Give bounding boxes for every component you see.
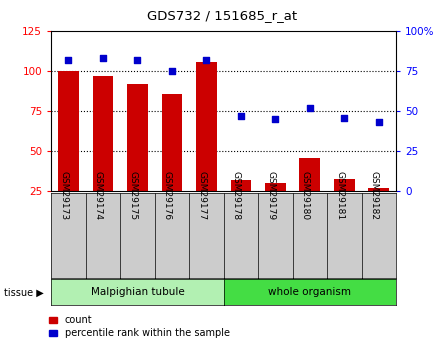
Text: GSM29178: GSM29178 xyxy=(232,171,241,220)
Text: GSM29177: GSM29177 xyxy=(198,171,206,220)
Point xyxy=(168,68,175,74)
Point xyxy=(237,113,244,119)
Text: GSM29176: GSM29176 xyxy=(163,171,172,220)
Bar xyxy=(58,71,79,191)
Legend: count, percentile rank within the sample: count, percentile rank within the sample xyxy=(49,315,230,338)
Bar xyxy=(299,158,320,191)
Text: GSM29175: GSM29175 xyxy=(129,171,138,220)
Point xyxy=(341,115,348,120)
Point xyxy=(272,117,279,122)
Bar xyxy=(265,184,286,191)
Text: tissue ▶: tissue ▶ xyxy=(4,287,44,297)
Bar xyxy=(334,179,355,191)
Text: GSM29173: GSM29173 xyxy=(60,171,69,220)
Bar xyxy=(368,188,389,191)
Point xyxy=(65,57,72,63)
Text: GSM29181: GSM29181 xyxy=(336,171,344,220)
Bar xyxy=(231,180,251,191)
Text: whole organism: whole organism xyxy=(268,287,352,297)
Text: GSM29174: GSM29174 xyxy=(94,171,103,220)
Point xyxy=(375,120,382,125)
Text: GSM29179: GSM29179 xyxy=(267,171,275,220)
Text: GSM29182: GSM29182 xyxy=(370,171,379,220)
Bar xyxy=(127,84,148,191)
Text: GDS732 / 151685_r_at: GDS732 / 151685_r_at xyxy=(147,9,298,22)
Point xyxy=(306,105,313,111)
Bar xyxy=(196,61,217,191)
Text: Malpighian tubule: Malpighian tubule xyxy=(90,287,184,297)
Text: GSM29180: GSM29180 xyxy=(301,171,310,220)
Point xyxy=(134,57,141,63)
Point xyxy=(203,57,210,63)
Point xyxy=(99,56,106,61)
Bar xyxy=(93,76,113,191)
Bar xyxy=(162,93,182,191)
